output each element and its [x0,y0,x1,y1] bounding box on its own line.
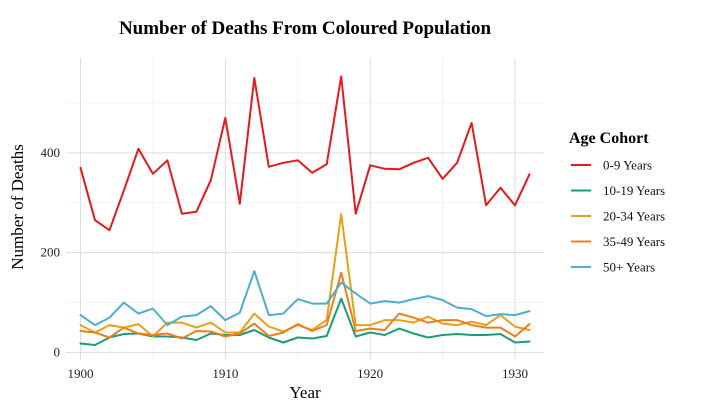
x-tick-label: 1920 [357,366,383,381]
legend-item: 20-34 Years [571,209,665,224]
legend-item: 0-9 Years [571,158,652,173]
legend-item: 50+ Years [571,260,655,275]
y-tick-label: 200 [41,245,61,260]
y-axis-ticks: 0 200 400 [41,145,61,360]
series-lines [79,75,531,346]
x-tick-label: 1910 [212,366,238,381]
legend: Age Cohort 0-9 Years 10-19 Years 20-34 Yea… [569,130,665,275]
legend-label: 50+ Years [603,260,655,275]
legend-item: 35-49 Years [571,234,665,249]
series-line-0-9-years [79,75,531,232]
x-tick-label: 1930 [502,366,528,381]
x-axis-title: Year [289,383,321,402]
x-axis-ticks: 1900 1910 1920 1930 [67,366,528,381]
legend-label: 0-9 Years [603,158,652,173]
series-line-10-19-years [79,297,531,346]
series-line-20-34-years [79,213,531,338]
legend-label: 35-49 Years [603,234,665,249]
series-line-50-years [79,270,531,327]
y-axis-title: Number of Deaths [8,144,27,270]
x-tick-label: 1900 [67,366,93,381]
chart-title: Number of Deaths From Coloured Populatio… [119,18,492,39]
legend-item: 10-19 Years [571,183,665,198]
legend-label: 20-34 Years [603,209,665,224]
legend-title: Age Cohort [569,130,649,147]
legend-label: 10-19 Years [603,183,665,198]
gridlines [66,58,544,360]
series-line-35-49-years [79,271,531,340]
y-tick-label: 400 [41,145,61,160]
y-tick-label: 0 [54,345,61,360]
